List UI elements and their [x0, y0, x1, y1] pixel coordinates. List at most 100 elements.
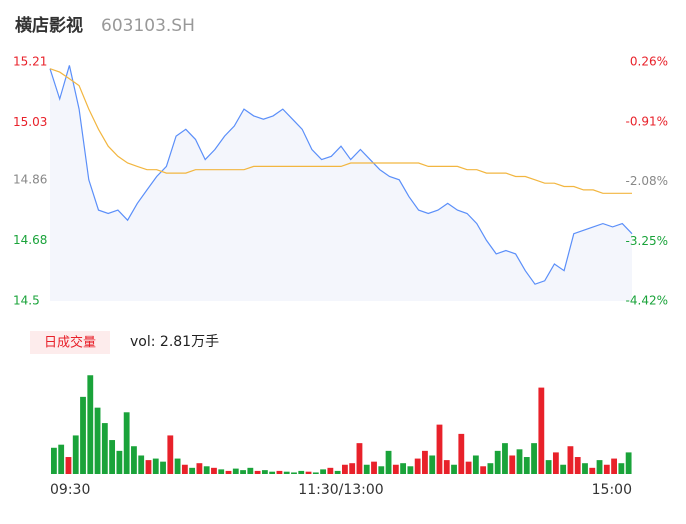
volume-bar — [458, 433, 465, 474]
volume-bar — [240, 470, 246, 474]
stock-name: 横店影视 — [15, 15, 83, 36]
volume-bar — [65, 457, 72, 474]
volume-bar — [225, 470, 232, 474]
volume-bar — [291, 472, 297, 474]
volume-bar — [582, 463, 588, 474]
average-line — [49, 68, 632, 194]
volume-bar — [298, 470, 305, 474]
volume-bar — [552, 452, 559, 474]
volume-bar — [385, 450, 392, 474]
volume-bar — [58, 444, 65, 474]
volume-bar — [596, 460, 603, 474]
volume-bar — [392, 464, 399, 474]
y2-tick-label: -2.08% — [626, 174, 668, 188]
stock-code: 603103.SH — [101, 16, 195, 36]
volume-bar — [494, 450, 501, 474]
volume-bar — [232, 468, 239, 474]
volume-bar — [131, 446, 137, 474]
y-tick-label: 14.86 — [13, 172, 47, 186]
volume-bar — [160, 461, 166, 474]
volume-bar — [589, 467, 596, 474]
volume-bar — [283, 471, 290, 474]
volume-bar — [123, 412, 130, 474]
volume-bar — [567, 446, 574, 474]
y-tick-label: 14.68 — [13, 233, 47, 247]
volume-bar — [516, 449, 523, 474]
volume-bar — [465, 461, 472, 474]
volume-total: vol: 2.81万手 — [130, 334, 219, 350]
volume-bar — [109, 440, 116, 474]
volume-bar — [174, 458, 181, 474]
volume-bar — [254, 470, 261, 474]
volume-bar — [101, 423, 108, 474]
volume-bar — [189, 467, 196, 474]
volume-bar — [487, 463, 494, 474]
volume-bar — [305, 471, 312, 474]
volume-bar — [611, 458, 617, 474]
y-tick-label: 14.5 — [13, 294, 40, 308]
volume-bar — [196, 463, 203, 474]
volume-bar — [538, 387, 545, 474]
volume-bar — [480, 466, 487, 474]
volume-bar — [327, 467, 334, 474]
volume-bar — [363, 464, 370, 474]
volume-bar — [443, 460, 450, 474]
volume-bar — [349, 463, 356, 474]
volume-bar — [261, 470, 268, 474]
volume-bar — [203, 466, 210, 474]
x-tick-label: 09:30 — [50, 482, 90, 498]
volume-bar — [523, 457, 530, 474]
volume-bar — [269, 471, 276, 474]
x-tick-label: 11:30/13:00 — [298, 482, 383, 498]
volume-bar — [560, 464, 567, 474]
volume-bar — [87, 375, 94, 474]
volume-bar — [436, 424, 443, 474]
price-area — [50, 65, 632, 302]
y2-tick-label: -0.91% — [626, 114, 668, 128]
volume-bar — [247, 467, 254, 474]
volume-bar — [429, 455, 436, 474]
volume-bar — [181, 464, 188, 474]
price-line — [49, 65, 633, 285]
volume-bar — [218, 469, 225, 474]
volume-bar — [138, 455, 145, 474]
volume-label: 日成交量 — [44, 335, 96, 351]
y2-tick-label: -3.25% — [626, 234, 668, 248]
volume-bar — [603, 464, 610, 474]
x-tick-label: 15:00 — [592, 482, 632, 498]
volume-bar — [618, 463, 625, 474]
y-tick-label: 15.03 — [13, 115, 47, 129]
volume-bar — [502, 443, 508, 474]
volume-bar — [371, 461, 377, 474]
volume-bar — [167, 435, 174, 474]
volume-bar — [400, 463, 407, 474]
volume-bar — [451, 464, 457, 474]
volume-bar — [116, 450, 123, 474]
volume-bar — [378, 466, 385, 474]
volume-bar — [145, 460, 152, 474]
volume-bar — [625, 452, 632, 474]
volume-bar — [152, 458, 159, 474]
volume-bar — [509, 455, 516, 474]
volume-bar — [342, 464, 348, 474]
volume-bar — [211, 467, 217, 474]
volume-bar — [356, 443, 363, 474]
volume-bar — [51, 447, 57, 474]
volume-label-box — [30, 331, 110, 354]
volume-bar — [320, 469, 326, 474]
volume-bar — [574, 457, 581, 474]
volume-bar — [422, 450, 428, 474]
y2-tick-label: -4.42% — [626, 294, 668, 308]
volume-bar — [414, 458, 421, 474]
volume-bar — [334, 470, 341, 474]
y2-tick-label: 0.26% — [630, 55, 668, 69]
volume-bar — [72, 435, 79, 474]
volume-bar — [472, 455, 479, 474]
volume-bar — [276, 470, 283, 474]
volume-bar — [545, 460, 552, 474]
y-tick-label: 15.21 — [13, 55, 47, 69]
volume-bar — [94, 407, 101, 474]
volume-bar — [80, 396, 86, 474]
volume-bar — [312, 472, 319, 474]
